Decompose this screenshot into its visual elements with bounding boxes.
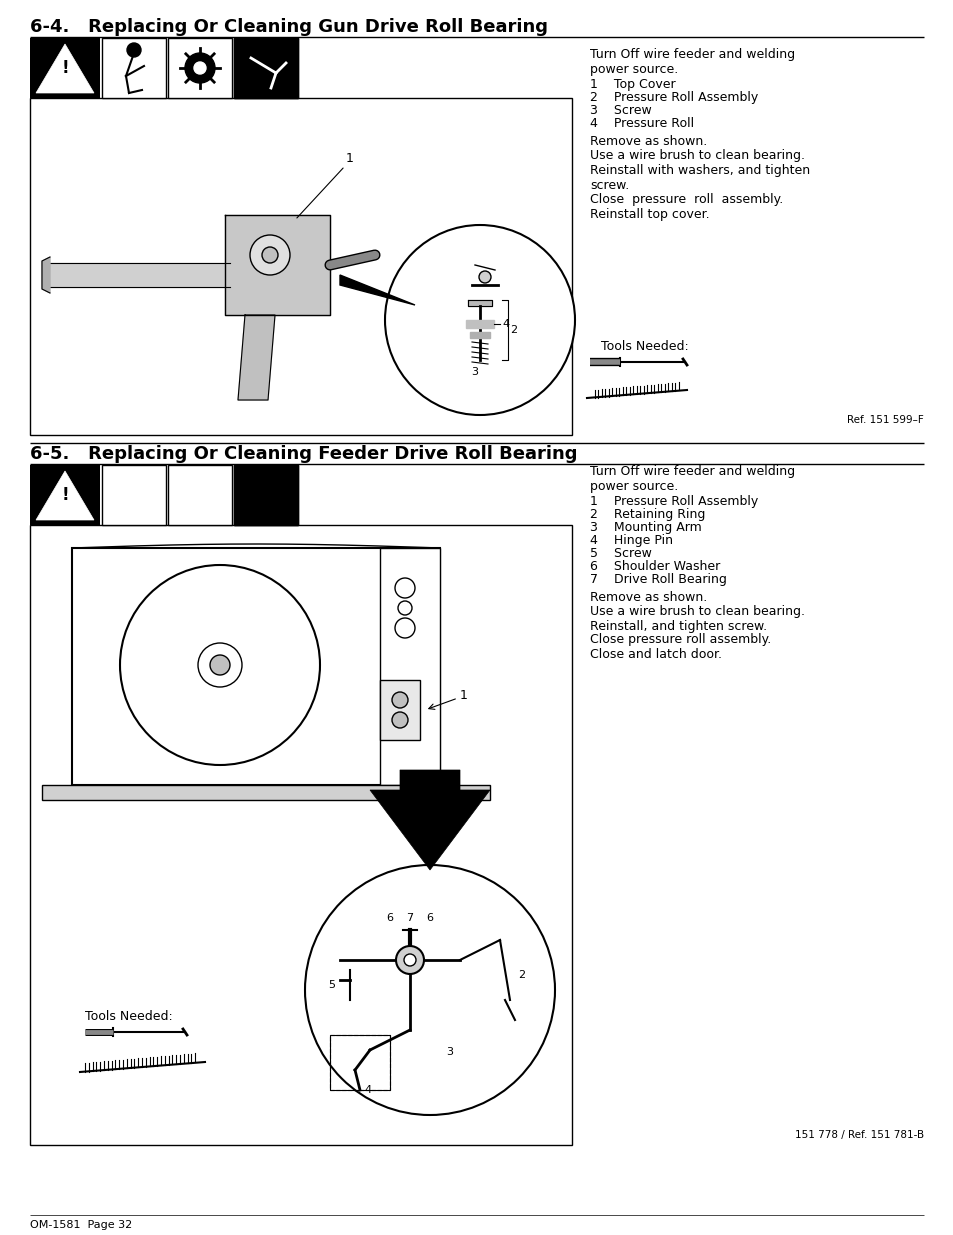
Text: 1: 1 xyxy=(459,688,467,701)
Text: 7: 7 xyxy=(406,913,414,923)
Circle shape xyxy=(127,43,141,57)
Text: Turn Off wire feeder and welding
power source.: Turn Off wire feeder and welding power s… xyxy=(589,466,794,493)
Polygon shape xyxy=(237,315,274,400)
Polygon shape xyxy=(468,300,492,306)
Text: Use a wire brush to clean bearing.
Reinstall with washers, and tighten
screw.: Use a wire brush to clean bearing. Reins… xyxy=(589,149,809,191)
Text: 7    Drive Roll Bearing: 7 Drive Roll Bearing xyxy=(589,573,726,585)
Circle shape xyxy=(262,247,277,263)
Circle shape xyxy=(392,692,408,708)
Text: Ref. 151 599–F: Ref. 151 599–F xyxy=(846,415,923,425)
Bar xyxy=(30,38,100,98)
Text: 4    Hinge Pin: 4 Hinge Pin xyxy=(589,534,672,547)
Text: 3: 3 xyxy=(471,367,478,377)
Circle shape xyxy=(403,953,416,966)
Polygon shape xyxy=(370,769,490,869)
Bar xyxy=(379,548,439,785)
Text: OM-1581  Page 32: OM-1581 Page 32 xyxy=(30,1220,132,1230)
Text: 2    Retaining Ring: 2 Retaining Ring xyxy=(589,508,704,521)
Text: 6    Shoulder Washer: 6 Shoulder Washer xyxy=(589,559,720,573)
Bar xyxy=(30,98,572,435)
Bar xyxy=(168,466,232,525)
Circle shape xyxy=(385,225,575,415)
Circle shape xyxy=(193,62,206,74)
Circle shape xyxy=(395,946,423,974)
Text: Use a wire brush to clean bearing.
Reinstall, and tighten screw.: Use a wire brush to clean bearing. Reins… xyxy=(589,605,804,634)
Text: 3: 3 xyxy=(446,1047,453,1057)
Circle shape xyxy=(120,564,319,764)
Text: 5    Screw: 5 Screw xyxy=(589,547,651,559)
Text: 6: 6 xyxy=(426,913,433,923)
Text: 3    Mounting Arm: 3 Mounting Arm xyxy=(589,521,701,534)
Circle shape xyxy=(198,643,242,687)
Text: 2    Pressure Roll Assembly: 2 Pressure Roll Assembly xyxy=(589,91,758,104)
Bar xyxy=(71,548,439,785)
Bar xyxy=(102,38,166,98)
Bar xyxy=(330,1035,390,1091)
Circle shape xyxy=(210,655,230,676)
Polygon shape xyxy=(36,44,94,93)
Circle shape xyxy=(397,601,412,615)
Text: !: ! xyxy=(61,59,69,77)
Text: Turn Off wire feeder and welding
power source.: Turn Off wire feeder and welding power s… xyxy=(589,48,794,77)
Bar xyxy=(30,525,572,1145)
Text: Close  pressure  roll  assembly.
Reinstall top cover.: Close pressure roll assembly. Reinstall … xyxy=(589,193,782,221)
Text: 4    Pressure Roll: 4 Pressure Roll xyxy=(589,117,694,130)
Text: 3    Screw: 3 Screw xyxy=(589,104,651,117)
Circle shape xyxy=(395,618,415,638)
Text: 2: 2 xyxy=(510,325,517,335)
Text: 1: 1 xyxy=(346,152,354,164)
Circle shape xyxy=(395,578,415,598)
Text: 1    Pressure Roll Assembly: 1 Pressure Roll Assembly xyxy=(589,495,758,508)
Circle shape xyxy=(305,864,555,1115)
Circle shape xyxy=(392,713,408,727)
Text: Remove as shown.: Remove as shown. xyxy=(589,592,706,604)
Polygon shape xyxy=(42,257,50,293)
Text: 2: 2 xyxy=(517,969,525,981)
Bar xyxy=(168,38,232,98)
Text: Close pressure roll assembly.
Close and latch door.: Close pressure roll assembly. Close and … xyxy=(589,634,770,661)
Polygon shape xyxy=(225,215,330,315)
Text: 151 778 / Ref. 151 781-B: 151 778 / Ref. 151 781-B xyxy=(794,1130,923,1140)
Bar xyxy=(30,466,100,525)
Text: 4: 4 xyxy=(364,1086,371,1095)
Text: 6-4.   Replacing Or Cleaning Gun Drive Roll Bearing: 6-4. Replacing Or Cleaning Gun Drive Rol… xyxy=(30,19,547,36)
Bar xyxy=(233,38,297,98)
Polygon shape xyxy=(465,320,494,329)
Circle shape xyxy=(185,53,214,83)
Polygon shape xyxy=(339,275,415,305)
Text: Tools Needed:: Tools Needed: xyxy=(85,1010,172,1023)
Text: 5: 5 xyxy=(328,981,335,990)
Text: Tools Needed:: Tools Needed: xyxy=(600,340,688,353)
Bar xyxy=(233,466,297,525)
Polygon shape xyxy=(470,332,490,338)
Bar xyxy=(379,680,419,740)
Text: 4: 4 xyxy=(501,319,509,329)
Bar xyxy=(233,38,297,98)
Bar xyxy=(233,466,297,525)
Text: 6-5.   Replacing Or Cleaning Feeder Drive Roll Bearing: 6-5. Replacing Or Cleaning Feeder Drive … xyxy=(30,445,577,463)
Bar xyxy=(42,785,490,800)
Polygon shape xyxy=(36,471,94,520)
Text: !: ! xyxy=(61,487,69,504)
Text: 6: 6 xyxy=(386,913,393,923)
Bar xyxy=(102,466,166,525)
Text: 1    Top Cover: 1 Top Cover xyxy=(589,78,675,91)
Circle shape xyxy=(478,270,491,283)
Circle shape xyxy=(250,235,290,275)
Bar xyxy=(330,1035,390,1091)
Text: Remove as shown.: Remove as shown. xyxy=(589,135,706,148)
